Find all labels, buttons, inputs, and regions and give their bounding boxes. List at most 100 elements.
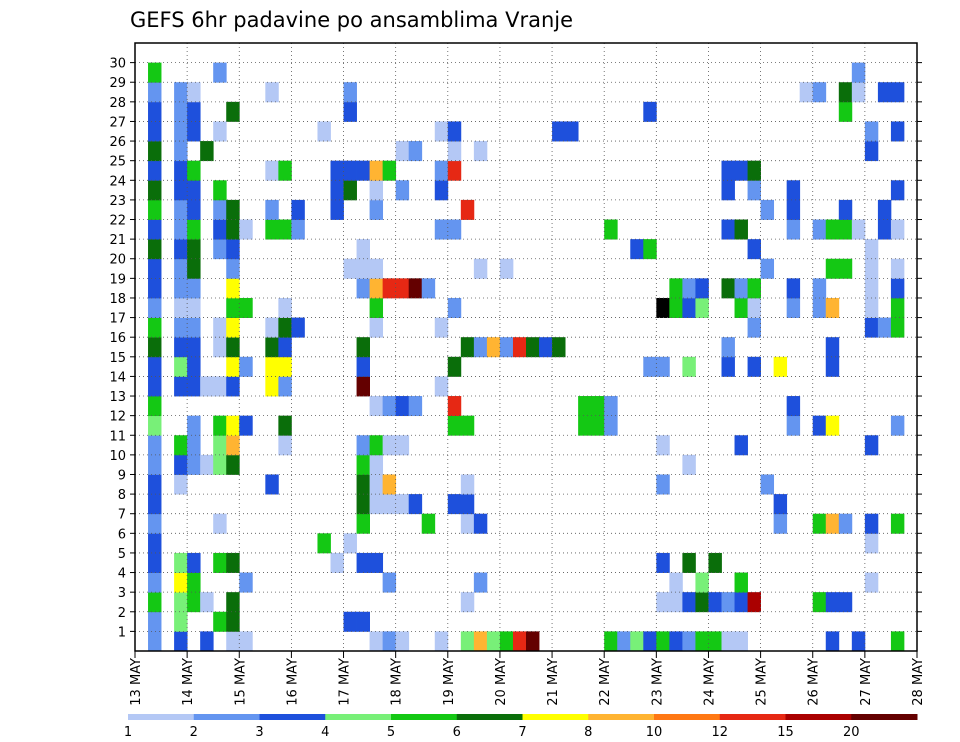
- heatmap-cell: [213, 337, 227, 358]
- heatmap-cell: [747, 317, 761, 338]
- heatmap-cell: [838, 219, 853, 240]
- heatmap-cell: [356, 611, 370, 632]
- heatmap-cell: [187, 572, 201, 593]
- heatmap-cell: [226, 297, 240, 318]
- heatmap-cell: [226, 199, 240, 220]
- heatmap-cell: [734, 435, 748, 456]
- heatmap-cell: [356, 258, 370, 279]
- heatmap-cell: [187, 454, 201, 475]
- heatmap-cell: [200, 376, 214, 397]
- heatmap-cell: [669, 572, 683, 593]
- heatmap-cell: [382, 631, 397, 652]
- heatmap-cell: [382, 278, 397, 299]
- legend-label: 1: [124, 725, 132, 740]
- heatmap-cell: [890, 513, 905, 534]
- legend-swatch: [719, 714, 786, 720]
- y-tick-label: 17: [109, 312, 126, 327]
- heatmap-cell: [213, 435, 227, 456]
- heatmap-cell: [174, 356, 188, 377]
- heatmap-cell: [721, 278, 735, 299]
- plot-grid: [135, 43, 917, 651]
- color-legend: 1 2 3 4 5 6 7 8 10 12 15 20: [124, 714, 918, 740]
- y-tick-label: 14: [109, 370, 126, 385]
- heatmap-cell: [773, 494, 788, 515]
- heatmap-cell: [591, 415, 605, 436]
- heatmap-cell: [187, 278, 201, 299]
- heatmap-cell: [330, 180, 344, 201]
- legend-swatch: [785, 714, 852, 720]
- legend-swatch: [851, 714, 918, 720]
- heatmap-cell: [864, 317, 879, 338]
- heatmap-cell: [838, 592, 853, 613]
- heatmap-cell: [369, 552, 384, 573]
- heatmap-cell: [890, 219, 905, 240]
- heatmap-cell: [434, 160, 449, 181]
- heatmap-cell: [825, 337, 840, 358]
- legend-label: 3: [255, 725, 263, 740]
- heatmap-cell: [226, 317, 240, 338]
- heatmap-cell: [656, 592, 670, 613]
- heatmap-cell: [799, 82, 814, 103]
- heatmap-cell: [539, 337, 553, 358]
- heatmap-cell: [239, 631, 253, 652]
- heatmap-cell: [278, 376, 292, 397]
- heatmap-cell: [226, 611, 240, 632]
- heatmap-cell: [682, 592, 696, 613]
- heatmap-cell: [187, 337, 201, 358]
- heatmap-cell: [656, 356, 670, 377]
- heatmap-cell: [708, 592, 722, 613]
- heatmap-cell: [148, 415, 162, 436]
- heatmap-cell: [187, 180, 201, 201]
- heatmap-cell: [213, 239, 227, 260]
- heatmap-cell: [825, 297, 840, 318]
- y-tick-label: 15: [109, 351, 126, 366]
- heatmap-cell: [447, 297, 462, 318]
- heatmap-cell: [656, 631, 670, 652]
- legend-label: 15: [777, 725, 794, 740]
- heatmap-cell: [734, 572, 748, 593]
- heatmap-cell: [864, 435, 879, 456]
- heatmap-cell: [682, 356, 696, 377]
- heatmap-cell: [187, 317, 201, 338]
- heatmap-cell: [434, 631, 449, 652]
- heatmap-cell: [265, 199, 279, 220]
- heatmap-cell: [890, 121, 905, 142]
- y-tick-label: 19: [109, 272, 126, 287]
- heatmap-cell: [421, 278, 436, 299]
- heatmap-cell: [512, 631, 527, 652]
- heatmap-cell: [734, 219, 748, 240]
- heatmap-cell: [356, 160, 370, 181]
- heatmap-cell: [578, 415, 592, 436]
- heatmap-cell: [226, 435, 240, 456]
- heatmap-cell: [460, 631, 475, 652]
- heatmap-cell: [226, 337, 240, 358]
- heatmap-cell: [695, 297, 709, 318]
- heatmap-cell: [330, 199, 344, 220]
- y-tick-label: 1: [118, 625, 126, 640]
- y-tick-label: 25: [109, 155, 126, 170]
- heatmap-cell: [317, 533, 331, 554]
- x-tick-label: 15 MAY: [233, 658, 248, 706]
- heatmap-cell: [447, 141, 462, 162]
- heatmap-cell: [213, 180, 227, 201]
- heatmap-cell: [187, 219, 201, 240]
- heatmap-cell: [356, 435, 370, 456]
- heatmap-cell: [825, 356, 840, 377]
- x-tick-label: 24 MAY: [702, 658, 717, 706]
- heatmap-cell: [148, 121, 162, 142]
- heatmap-cell: [643, 239, 657, 260]
- chart-title: GEFS 6hr padavine po ansamblima Vranje: [130, 8, 573, 32]
- heatmap-cell: [864, 572, 879, 593]
- heatmap-cell: [526, 631, 540, 652]
- heatmap-cell: [356, 278, 370, 299]
- heatmap-cell: [343, 258, 357, 279]
- y-tick-label: 20: [109, 253, 126, 268]
- legend-label: 12: [711, 725, 728, 740]
- y-axis: 1234567891011121314151617181920212223242…: [109, 57, 922, 640]
- heatmap-cell: [447, 121, 462, 142]
- heatmap-cell: [369, 297, 384, 318]
- heatmap-cell: [278, 219, 292, 240]
- heatmap-cell: [721, 219, 735, 240]
- heatmap-cell: [213, 454, 227, 475]
